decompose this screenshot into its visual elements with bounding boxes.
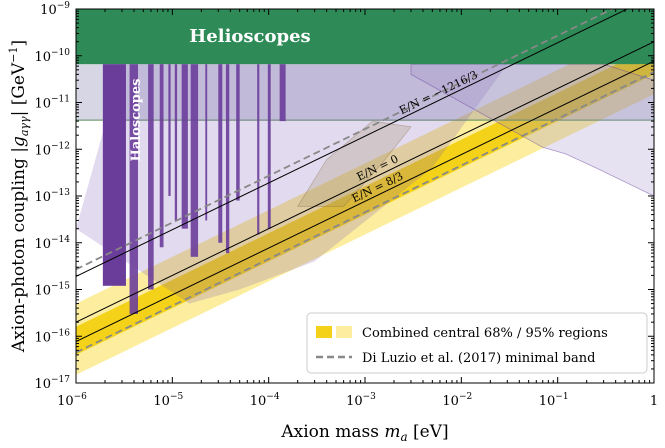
haloscopes-label: Haloscopes (129, 79, 144, 162)
haloscopes-spike-5 (181, 64, 188, 229)
model-line-2 (76, 60, 654, 343)
legend-box (306, 312, 648, 374)
diluzio-dashed-line-1 (76, 9, 615, 271)
y-tick-label-2: 10−15 (34, 282, 70, 299)
haloscopes-spike-11 (257, 64, 260, 235)
axis-labels: Axion mass ma [eV] Axion-photon coupling… (7, 40, 449, 444)
plot-area (76, 9, 654, 375)
helioscopes-region (76, 9, 654, 65)
model-line-1 (76, 41, 654, 323)
haloscopes-spike-7 (205, 64, 208, 221)
y-tick-label-6: 10−11 (34, 95, 70, 112)
diluzio-dashed-line-0 (76, 71, 654, 354)
bound-overlay-khaki (297, 120, 412, 207)
haloscopes-spike-0 (129, 64, 138, 314)
y-tick-label-0: 10−17 (34, 375, 70, 392)
x-tick-label-5: 10−1 (539, 392, 569, 409)
y-tick-label-3: 10−14 (34, 235, 70, 252)
y-axis-label: Axion-photon coupling |gaγγ| [GeV−1] (7, 40, 31, 353)
haloscopes-spike-13 (279, 64, 286, 122)
x-axis-label: Axion mass ma [eV] (280, 422, 448, 444)
bound-overlay-grey (76, 64, 654, 121)
x-tick-label-3: 10−3 (346, 392, 376, 409)
haloscopes-main-block (102, 64, 126, 286)
legend: Combined central 68% / 95% regions Di Lu… (306, 312, 648, 374)
x-tick-label-0: 10−6 (57, 392, 87, 409)
axis-ticks: 10−6 10−5 10−4 10−3 10−2 10−1 110−1710−1610−15… (34, 1, 658, 409)
haloscopes-spike-2 (159, 64, 164, 248)
y-tick-label-7: 10−10 (34, 48, 70, 65)
haloscopes-spike-6 (190, 64, 199, 257)
helioscopes-label: Helioscopes (189, 26, 310, 47)
y-tick-label-8: 10−9 (40, 1, 70, 18)
x-tick-label-1: 10−5 (153, 392, 183, 409)
y-tick-label-4: 10−13 (34, 188, 70, 205)
y-tick-label-5: 10−12 (34, 141, 70, 158)
haloscopes-spike-4 (174, 64, 178, 221)
legend-label-diluzio: Di Luzio et al. (2017) minimal band (362, 351, 595, 366)
band-68 (76, 46, 654, 355)
legend-label-combined: Combined central 68% / 95% regions (362, 326, 608, 341)
haloscopes-spike-3 (168, 64, 171, 197)
legend-patch-95 (336, 326, 352, 338)
haloscopes-spike-8 (218, 64, 223, 243)
model-line-0 (76, 9, 629, 277)
y-tick-label-1: 10−16 (34, 328, 70, 345)
haloscopes-spike-9 (225, 64, 230, 254)
haloscopes-spike-10 (236, 64, 240, 201)
haloscopes-spike-12 (267, 64, 271, 229)
legend-patch-68 (316, 326, 332, 338)
haloscopes-spike-1 (148, 64, 154, 290)
x-tick-label-4: 10−2 (442, 392, 472, 409)
x-tick-label-6: 1 (650, 394, 658, 409)
x-tick-label-2: 10−4 (250, 392, 280, 409)
